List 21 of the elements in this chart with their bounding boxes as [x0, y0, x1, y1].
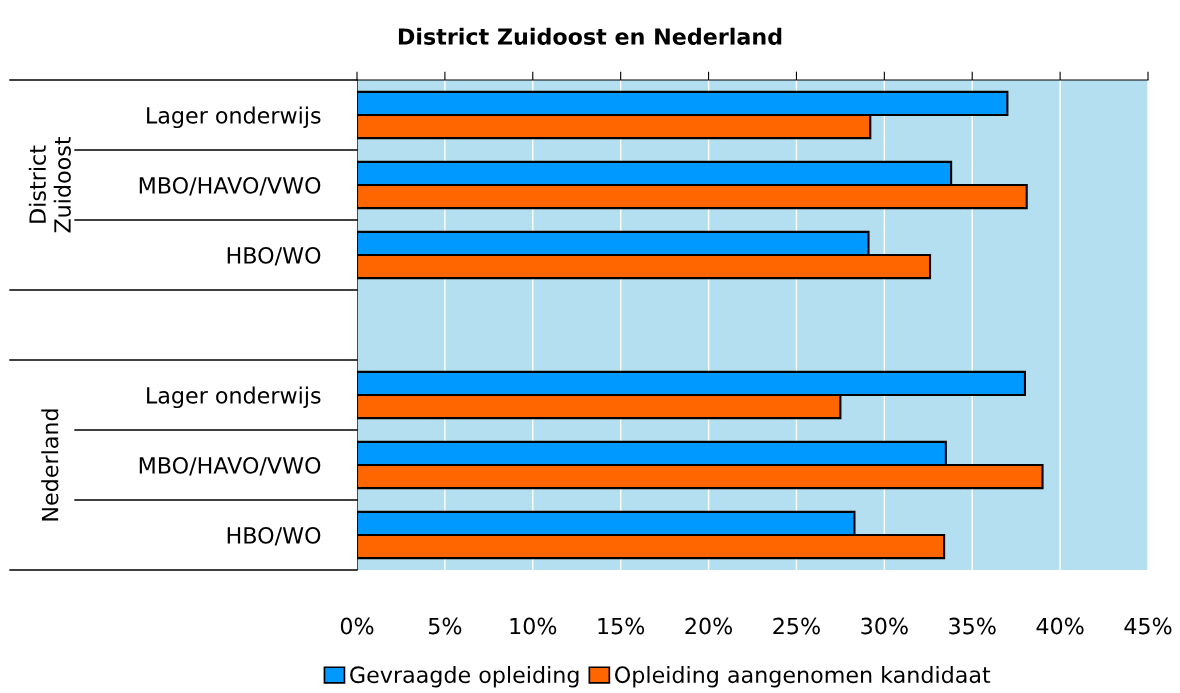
x-tick-label: 0% — [340, 617, 374, 635]
x-tick-label: 30% — [861, 617, 908, 635]
chart-title: District Zuidoost en Nederland — [398, 27, 782, 45]
legend-label: Gevraagde opleiding — [350, 665, 579, 688]
legend-label: Opleiding aangenomen kandidaat — [615, 665, 991, 688]
y-tick-label: Lager onderwijs — [147, 386, 321, 409]
x-tick-label: 40% — [1036, 617, 1084, 635]
x-tick-label: 25% — [773, 617, 820, 635]
x-tick-label: 10% — [510, 617, 557, 635]
y-tick-label: HBO/WO — [227, 246, 321, 266]
y-tick-label: HBO/WO — [227, 526, 321, 546]
text: District Zuidoost — [28, 137, 71, 233]
x-tick-label: 20% — [685, 617, 733, 635]
x-tick-label: 35% — [949, 617, 996, 635]
text: Nederland — [41, 409, 59, 521]
y-tick-label: MBO/HAVO/VWO — [139, 176, 321, 196]
x-tick-label: 15% — [598, 617, 645, 635]
x-tick-label: 5% — [428, 617, 462, 635]
y-tick-label: Lager onderwijs — [147, 106, 321, 129]
y-tick-label: MBO/HAVO/VWO — [139, 456, 321, 476]
x-tick-label: 45% — [1124, 617, 1172, 635]
